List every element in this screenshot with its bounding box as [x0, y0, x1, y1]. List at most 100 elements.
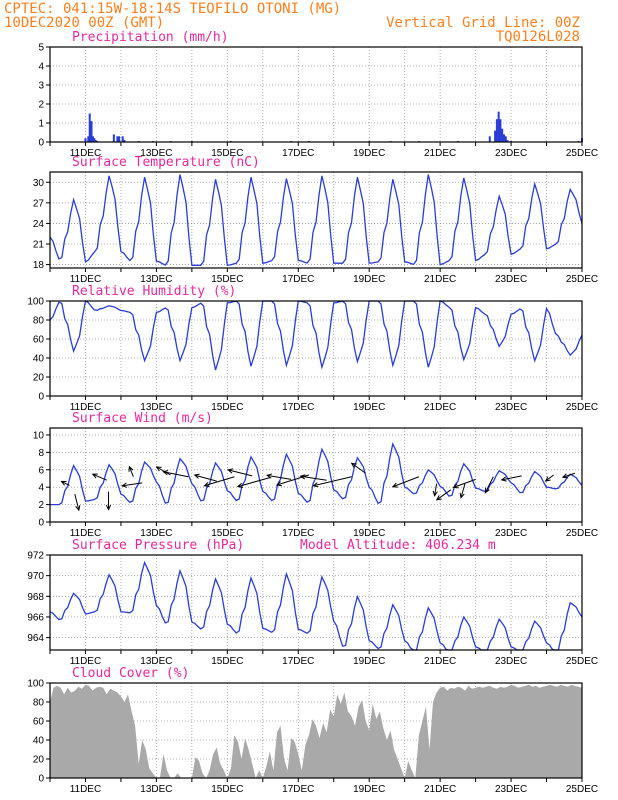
rh-series-line — [49, 299, 583, 371]
precip-bar — [494, 130, 497, 142]
x-tick-label: 23DEC — [495, 148, 527, 159]
wind-vector — [122, 482, 143, 487]
wind-arrowhead — [435, 495, 442, 501]
wind-arrowhead — [60, 480, 67, 486]
x-tick-label: 19DEC — [353, 402, 385, 413]
y-tick-label: 100 — [27, 297, 44, 308]
x-tick-label: 23DEC — [495, 274, 527, 285]
x-tick-label: 17DEC — [282, 402, 314, 413]
wind-arrowhead — [312, 482, 319, 488]
precip-bar — [495, 119, 498, 142]
x-tick-label: 13DEC — [140, 402, 172, 413]
panel-title: Surface Temperature (nC) — [72, 155, 260, 170]
wind-vector — [128, 466, 134, 477]
x-tick-label: 15DEC — [211, 784, 243, 795]
x-tick-label: 23DEC — [495, 656, 527, 667]
wind-arrowhead — [299, 474, 306, 480]
wind-arrowhead — [162, 470, 169, 476]
panel-frame — [49, 46, 583, 143]
x-tick-label: 25DEC — [566, 528, 598, 539]
x-tick-label: 25DEC — [566, 402, 598, 413]
panel-frame — [49, 171, 583, 269]
x-tick-label: 21DEC — [424, 784, 456, 795]
wind-vector — [237, 477, 271, 488]
wind-arrowhead — [203, 481, 210, 488]
x-tick-label: 11DEC — [70, 274, 102, 285]
panel-cloud: Cloud Cover (%) 0 20 40 60 80 100 11DEC 13DEC 15D… — [27, 666, 598, 795]
wind-arrowhead — [75, 505, 81, 512]
wind-arrowhead — [391, 482, 398, 488]
wind-vector — [267, 474, 292, 480]
pres-series-line — [49, 560, 583, 651]
y-tick-label: 972 — [27, 551, 44, 562]
wind-vector — [300, 475, 327, 481]
wind-vector — [92, 473, 107, 481]
y-tick-label: 966 — [27, 612, 44, 623]
header-location: CPTEC: 041:15W-18:14S TEOFILO OTONI (MG) — [4, 1, 341, 17]
wind-vector — [436, 489, 452, 501]
wind-arrowhead — [275, 481, 282, 487]
wind-vector — [194, 474, 217, 482]
x-tick-label: 23DEC — [495, 528, 527, 539]
panel-temp: Surface Temperature (nC) 18 21 24 27 30 11DEC 1… — [33, 155, 598, 285]
wind-arrowhead — [121, 482, 128, 488]
x-tick-label: 25DEC — [566, 784, 598, 795]
x-tick-label: 11DEC — [70, 784, 102, 795]
y-tick-label: 0 — [38, 774, 44, 785]
y-tick-label: 10 — [33, 430, 45, 441]
panel-title: Precipitation (mm/h) — [72, 30, 229, 45]
x-tick-label: 13DEC — [140, 784, 172, 795]
y-tick-label: 60 — [33, 717, 45, 728]
wind-arrowhead — [459, 492, 465, 499]
x-tick-label: 19DEC — [353, 656, 385, 667]
wind-vector — [228, 469, 253, 477]
wind-arrowhead — [484, 487, 490, 494]
y-tick-label: 18 — [33, 260, 45, 271]
x-tick-label: 11DEC — [70, 402, 102, 413]
wind-vector — [545, 474, 554, 482]
x-tick-label: 15DEC — [211, 528, 243, 539]
wind-vector — [392, 476, 420, 488]
y-tick-label: 0 — [38, 138, 44, 149]
x-tick-label: 17DEC — [282, 148, 314, 159]
precip-bar — [504, 136, 507, 142]
precip-bar — [88, 113, 91, 142]
y-tick-label: 6 — [38, 465, 44, 476]
panel-pres: Surface Pressure (hPa) Model Altitude: 40… — [27, 538, 598, 667]
y-tick-label: 1 — [38, 119, 44, 130]
wind-vector — [434, 483, 438, 496]
y-tick-label: 970 — [27, 571, 44, 582]
wind-series-line — [50, 442, 583, 506]
x-tick-label: 23DEC — [495, 402, 527, 413]
x-tick-label: 15DEC — [211, 656, 243, 667]
x-tick-label: 19DEC — [353, 274, 385, 285]
y-tick-label: 2 — [38, 500, 44, 511]
wind-arrowhead — [193, 473, 200, 479]
precip-bar — [488, 136, 491, 142]
cloud-area — [50, 684, 582, 778]
y-tick-label: 100 — [27, 679, 44, 690]
x-tick-label: 17DEC — [282, 656, 314, 667]
y-tick-label: 40 — [33, 736, 45, 747]
wind-vector — [204, 476, 235, 487]
precip-bar — [90, 121, 93, 142]
wind-vector — [163, 471, 189, 478]
wind-arrowhead — [155, 466, 162, 472]
x-tick-label: 17DEC — [282, 528, 314, 539]
y-tick-label: 80 — [33, 698, 45, 709]
header-grid-note: Vertical Grid Line: 00Z — [386, 15, 580, 31]
wind-arrowhead — [561, 473, 568, 479]
x-tick-label: 17DEC — [282, 784, 314, 795]
panel-frame — [49, 300, 583, 397]
wind-arrowhead — [500, 476, 507, 482]
wind-vector — [460, 483, 466, 498]
panel-rh: Relative Humidity (%) 0 20 40 60 80 100 11DEC 13… — [27, 284, 598, 413]
x-tick-label: 11DEC — [70, 656, 102, 667]
y-tick-label: 4 — [38, 62, 44, 73]
x-tick-label: 11DEC — [70, 148, 102, 159]
precip-bar — [112, 134, 115, 142]
panel-title: Surface Pressure (hPa) — [72, 538, 244, 553]
x-tick-label: 19DEC — [353, 148, 385, 159]
y-tick-label: 968 — [27, 592, 44, 603]
